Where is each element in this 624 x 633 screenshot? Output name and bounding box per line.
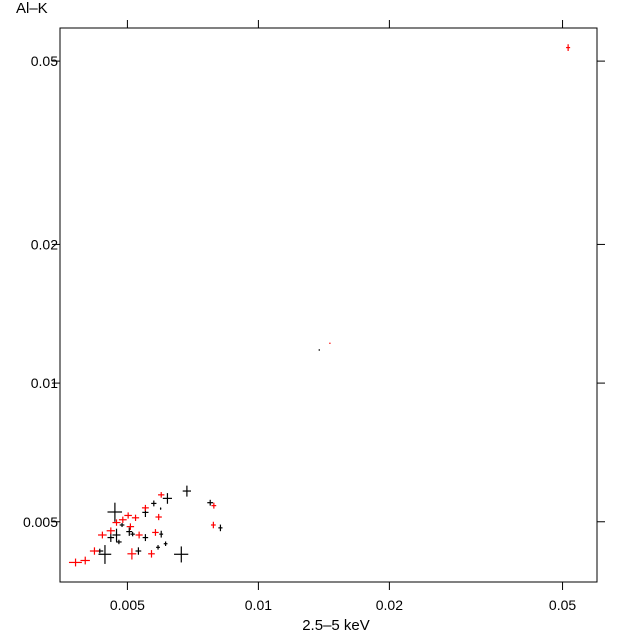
x-tick-label: 0.02 [376, 597, 403, 613]
x-tick-label: 0.01 [245, 597, 272, 613]
data-point [141, 504, 149, 511]
data-point [106, 527, 115, 535]
data-point [126, 527, 133, 536]
data-point [80, 556, 90, 565]
series-group [68, 44, 571, 567]
data-point [98, 545, 112, 564]
data-point [135, 547, 142, 555]
data-point [159, 530, 164, 538]
data-point [318, 349, 320, 351]
x-tick-label: 0.005 [110, 597, 145, 613]
plot-frame [59, 27, 598, 583]
data-point [207, 499, 214, 506]
data-point [135, 531, 143, 539]
data-point [155, 513, 162, 521]
data-point [127, 548, 137, 560]
data-point [162, 493, 172, 504]
y-tick-label: 0.01 [31, 375, 58, 391]
data-point [107, 533, 115, 542]
y-axis-label: Al–K [16, 0, 48, 17]
data-point [124, 512, 132, 519]
data-point [566, 44, 571, 51]
data-point [116, 539, 122, 545]
data-point [152, 529, 159, 536]
data-point [107, 502, 123, 522]
data-point [156, 545, 160, 550]
data-point [159, 507, 162, 510]
data-point [112, 528, 121, 542]
data-point [148, 550, 155, 558]
data-point [163, 541, 168, 546]
data-series [68, 44, 571, 567]
data-point [130, 532, 135, 537]
y-tick-label: 0.02 [31, 236, 58, 252]
data-point [112, 519, 121, 526]
data-point [158, 492, 165, 498]
data-point [211, 502, 217, 509]
data-point [329, 342, 331, 344]
data-point [182, 485, 191, 497]
data-point [119, 522, 125, 528]
data-point [142, 534, 149, 542]
data-point [68, 558, 82, 567]
x-tick-label: 0.05 [549, 597, 576, 613]
data-point [98, 531, 107, 539]
axes: 0.005 0.01 0.02 0.05 0.005 0.01 0.02 0.05 [23, 20, 605, 613]
data-point [126, 523, 135, 530]
data-point [118, 516, 127, 523]
x-axis-label: 2.5–5 keV [302, 617, 370, 633]
data-point [151, 500, 157, 507]
data-point [131, 514, 140, 521]
y-tick-label: 0.005 [23, 514, 58, 530]
data-point [174, 546, 189, 563]
data-point [89, 547, 99, 555]
data-point [210, 521, 216, 529]
data-point [218, 524, 223, 532]
y-tick-label: 0.05 [31, 53, 58, 69]
series-group [96, 349, 320, 564]
